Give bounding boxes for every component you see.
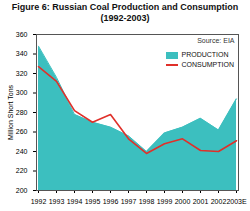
svg-text:1999: 1999 <box>157 198 173 205</box>
svg-text:200: 200 <box>16 187 28 194</box>
svg-text:Million Short Tons: Million Short Tons <box>7 84 14 140</box>
html-text:PRODUCTION: PRODUCTION <box>181 51 229 58</box>
svg-text:1992: 1992 <box>31 198 47 205</box>
svg-text:1996: 1996 <box>103 198 119 205</box>
svg-text:260: 260 <box>16 128 28 135</box>
svg-text:2003E: 2003E <box>226 198 247 205</box>
svg-text:2001: 2001 <box>193 198 209 205</box>
svg-text:2000: 2000 <box>175 198 191 205</box>
svg-text:1994: 1994 <box>67 198 83 205</box>
svg-text:220: 220 <box>16 167 28 174</box>
svg-text:300: 300 <box>16 89 28 96</box>
svg-text:Source: EIA: Source: EIA <box>197 37 235 44</box>
svg-text:2002: 2002 <box>211 198 227 205</box>
svg-text:280: 280 <box>16 109 28 116</box>
svg-text:1998: 1998 <box>139 198 155 205</box>
svg-text:1995: 1995 <box>85 198 101 205</box>
svg-text:240: 240 <box>16 148 28 155</box>
svg-text:320: 320 <box>16 70 28 77</box>
svg-text:1993: 1993 <box>49 198 65 205</box>
svg-text:360: 360 <box>16 31 28 38</box>
svg-text:1997: 1997 <box>121 198 137 205</box>
svg-text:340: 340 <box>16 50 28 57</box>
html-text:CONSUMPTION: CONSUMPTION <box>181 61 234 68</box>
html-text:Figure 6: Russian Coal Product: Figure 6: Russian Coal Production and Co… <box>11 2 239 23</box>
